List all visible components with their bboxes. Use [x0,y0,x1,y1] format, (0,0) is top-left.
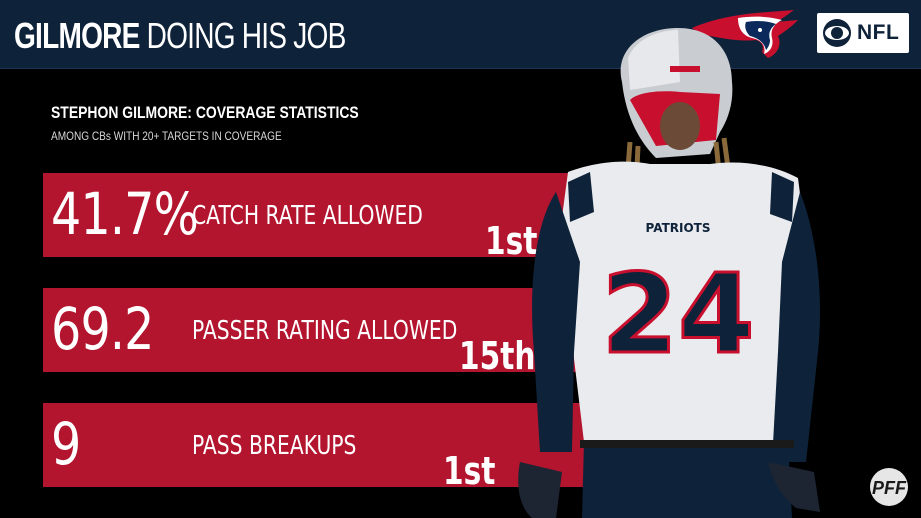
stat-bar-passer-rating: 69.2 PASSER RATING ALLOWED 15th [43,288,603,378]
cbs-eye-icon [823,19,851,47]
page-title-light: DOING HIS JOB [146,15,347,56]
chart-subtitle: STEPHON GILMORE: COVERAGE STATISTICS [51,103,359,122]
stat-value: 41.7% [51,180,199,248]
stat-rank: 1st [443,449,496,493]
stat-bar-pass-breakups: 9 PASS BREAKUPS 1st [43,403,603,493]
stat-value: 69.2 [51,295,154,363]
player-photo: 24 PATRIOTS [518,28,820,518]
stat-value: 9 [51,410,81,478]
stat-label: CATCH RATE ALLOWED [192,201,423,231]
page-title: GILMORE DOING HIS JOB [14,14,346,58]
header-banner: GILMORE DOING HIS JOB NFL [0,0,921,69]
nfl-text: NFL [857,21,900,44]
stat-label: PASSER RATING ALLOWED [192,316,458,346]
chart-caption: AMONG CBs WITH 20+ TARGETS IN COVERAGE [51,129,282,143]
stat-rank: 1st [485,219,538,263]
stat-rank: 15th [459,334,536,378]
cbs-nfl-badge: NFL [817,13,909,53]
stat-bar-catch-rate: 41.7% CATCH RATE ALLOWED 1st [43,173,603,263]
pff-logo-icon: PFF [870,468,908,506]
svg-text:PFF: PFF [872,478,907,498]
page-title-bold: GILMORE [14,15,140,56]
jersey-team-text: PATRIOTS [646,221,711,235]
stat-label: PASS BREAKUPS [192,431,357,461]
patriots-logo-icon [692,10,798,58]
jersey-number: 24 [601,250,754,378]
